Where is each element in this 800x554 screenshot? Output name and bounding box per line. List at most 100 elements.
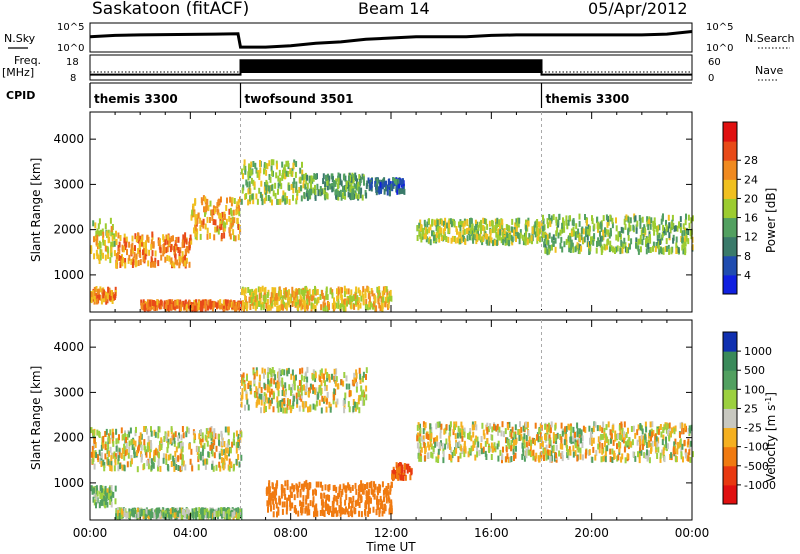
scatter-cell	[240, 508, 243, 515]
scatter-cell	[355, 381, 358, 388]
scatter-cell	[459, 432, 462, 439]
scatter-cell	[205, 428, 208, 435]
scatter-cell	[527, 449, 530, 456]
scatter-cell	[289, 407, 292, 414]
scatter-cell	[592, 437, 595, 444]
scatter-cell	[169, 508, 172, 515]
scatter-cell	[658, 240, 660, 247]
scatter-cell	[302, 495, 305, 502]
scatter-cell	[497, 440, 500, 447]
scatter-cell	[592, 446, 595, 453]
scatter-cell	[174, 300, 177, 307]
scatter-cell	[230, 210, 233, 217]
scatter-cell	[380, 296, 383, 303]
scatter-cell	[368, 292, 371, 299]
scatter-cell	[208, 510, 211, 517]
scatter-cell	[575, 223, 578, 230]
scatter-cell	[188, 443, 191, 450]
scatter-cell	[585, 449, 588, 456]
scatter-cell	[116, 258, 119, 265]
scatter-cell	[418, 446, 421, 453]
scatter-cell	[509, 431, 512, 437]
scatter-cell	[177, 455, 180, 462]
scatter-cell	[552, 432, 555, 439]
scatter-cell	[665, 219, 667, 226]
scatter-cell	[673, 428, 676, 435]
scatter-cell	[399, 188, 402, 195]
scatter-cell	[377, 489, 379, 496]
scatter-cell	[240, 513, 243, 520]
scatter-cell	[522, 436, 525, 443]
scatter-cell	[247, 199, 250, 206]
scatter-cell	[312, 387, 315, 394]
scatter-cell	[154, 257, 157, 264]
scatter-cell	[150, 244, 153, 251]
scatter-cell	[240, 431, 243, 438]
scatter-cell	[100, 229, 102, 236]
scatter-cell	[314, 505, 317, 512]
scatter-cell	[378, 290, 381, 297]
scatter-cell	[530, 443, 532, 450]
scatter-cell	[319, 190, 322, 197]
scatter-cell	[520, 426, 523, 433]
scatter-cell	[105, 428, 108, 435]
scatter-cell	[103, 296, 105, 303]
scatter-cell	[104, 223, 107, 230]
scatter-cell	[405, 463, 408, 470]
scatter-cell	[117, 232, 120, 239]
scatter-cell	[284, 173, 286, 180]
scatter-cell	[586, 241, 589, 248]
scatter-cell	[117, 458, 120, 465]
scatter-cell	[443, 234, 446, 240]
scatter-cell	[637, 248, 640, 255]
scatter-cell	[474, 454, 477, 461]
scatter-cell	[473, 228, 475, 235]
scatter-cell	[598, 447, 601, 454]
scatter-cell	[449, 421, 452, 428]
scatter-cell	[507, 456, 510, 463]
scatter-cell	[605, 445, 608, 452]
scatter-cell	[174, 258, 177, 265]
scatter-cell	[289, 399, 291, 406]
scatter-cell	[324, 484, 327, 491]
scatter-cell	[213, 452, 216, 459]
scatter-cell	[299, 300, 301, 307]
scatter-cell	[201, 221, 204, 227]
scatter-cell	[434, 441, 437, 448]
scatter-cell	[247, 188, 250, 195]
scatter-cell	[409, 474, 412, 481]
scatter-cell	[137, 234, 140, 241]
scatter-cell	[131, 235, 134, 242]
scatter-cell	[624, 457, 627, 464]
scatter-cell	[343, 173, 346, 180]
scatter-cell	[131, 444, 134, 450]
scatter-cell	[204, 463, 207, 470]
scatter-cell	[220, 213, 222, 220]
scatter-cell	[166, 246, 169, 253]
scatter-cell	[395, 473, 398, 480]
scatter-cell	[428, 444, 431, 451]
scatter-cell	[326, 391, 329, 398]
scatter-cell	[134, 233, 137, 240]
scatter-cell	[146, 446, 149, 453]
scatter-cell	[267, 378, 270, 385]
scatter-cell	[263, 372, 265, 379]
scatter-cell	[499, 223, 501, 230]
scatter-cell	[92, 293, 95, 300]
scatter-cell	[95, 485, 98, 492]
scatter-cell	[314, 388, 317, 395]
scatter-cell	[308, 175, 311, 182]
scatter-cell	[98, 293, 101, 300]
scatter-cell	[157, 432, 160, 439]
scatter-cell	[492, 240, 494, 247]
scatter-cell	[312, 403, 315, 410]
scatter-cell	[132, 259, 135, 266]
scatter-cell	[422, 435, 425, 442]
scatter-cell	[576, 431, 579, 438]
scatter-cell	[263, 296, 266, 303]
scatter-cell	[179, 443, 182, 449]
scatter-cell	[221, 449, 224, 456]
scatter-cell	[574, 231, 577, 238]
scatter-cell	[107, 247, 110, 254]
scatter-cell	[381, 305, 384, 312]
